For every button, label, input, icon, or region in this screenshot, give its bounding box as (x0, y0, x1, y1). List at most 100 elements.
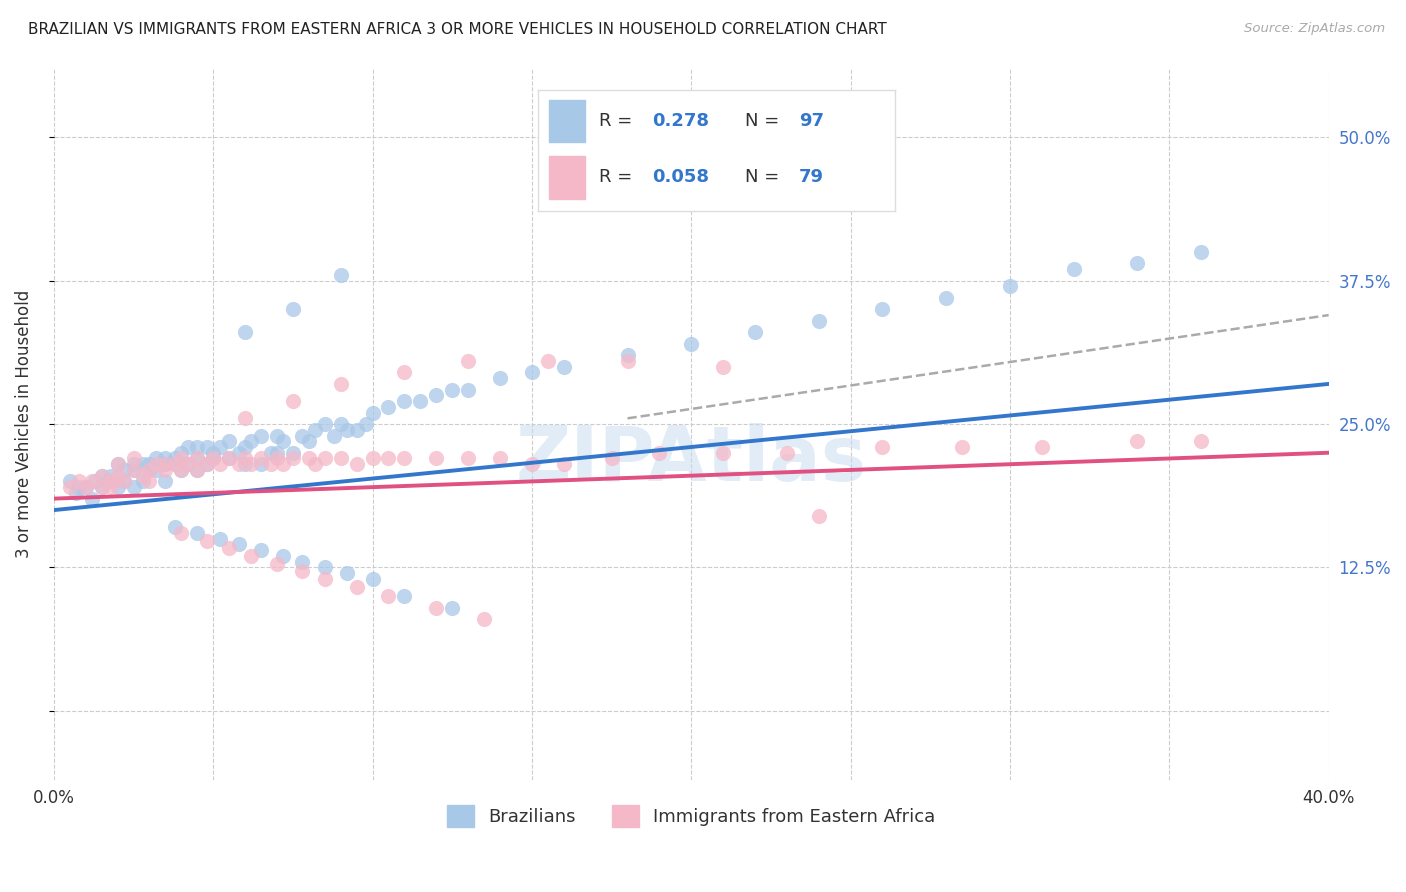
Point (112, 463, 135, 477)
Point (425, 451, 447, 466)
Point (998, 279, 1021, 293)
Point (195, 457, 218, 471)
Point (170, 451, 193, 466)
Point (155, 463, 177, 477)
Point (457, 354, 479, 368)
Point (75, 480, 97, 494)
Point (1031, 440, 1053, 454)
Point (266, 446, 288, 460)
Point (100, 475, 122, 489)
Point (489, 451, 512, 466)
Point (1189, 245, 1212, 260)
Point (100, 480, 122, 494)
Point (346, 423, 368, 437)
Point (122, 463, 145, 477)
Point (354, 417, 377, 431)
Point (132, 475, 155, 489)
Point (233, 457, 256, 471)
Point (155, 457, 177, 471)
Point (138, 475, 160, 489)
Point (377, 451, 399, 466)
Text: Source: ZipAtlas.com: Source: ZipAtlas.com (1244, 22, 1385, 36)
Point (90, 468, 112, 483)
Point (67, 480, 90, 494)
Point (163, 457, 186, 471)
Point (80, 475, 103, 489)
Point (186, 526, 208, 541)
Point (394, 589, 416, 603)
Y-axis label: 3 or more Vehicles in Household: 3 or more Vehicles in Household (15, 290, 32, 558)
Point (155, 457, 177, 471)
Point (122, 457, 145, 471)
Point (107, 457, 129, 471)
Point (176, 440, 198, 454)
Point (711, 359, 734, 374)
Point (195, 534, 218, 549)
Point (441, 383, 464, 397)
Point (186, 463, 208, 477)
Point (807, 314, 830, 328)
Point (163, 451, 186, 466)
Point (80, 491, 103, 506)
Point (90, 480, 112, 494)
Point (97, 475, 120, 489)
Point (537, 354, 560, 368)
Point (112, 475, 135, 489)
Point (202, 451, 225, 466)
Point (132, 457, 155, 471)
Point (145, 463, 167, 477)
Point (266, 451, 288, 466)
Point (84, 475, 107, 489)
Point (346, 580, 368, 594)
Point (170, 446, 193, 460)
Point (271, 434, 294, 449)
Point (648, 446, 671, 460)
Point (218, 541, 240, 555)
Point (872, 302, 894, 317)
Point (711, 446, 734, 460)
Point (1126, 434, 1149, 449)
Point (281, 451, 304, 466)
Point (744, 326, 766, 340)
Point (65, 486, 87, 500)
Point (170, 463, 193, 477)
Point (228, 457, 250, 471)
Point (441, 600, 464, 615)
Point (377, 589, 399, 603)
Point (950, 440, 973, 454)
Point (122, 463, 145, 477)
Point (233, 451, 256, 466)
Point (361, 451, 384, 466)
Point (233, 326, 256, 340)
Point (346, 457, 368, 471)
Point (259, 457, 281, 471)
Point (409, 394, 432, 409)
Point (186, 463, 208, 477)
Point (1189, 434, 1212, 449)
Point (271, 549, 294, 563)
Point (329, 376, 352, 391)
Point (271, 457, 294, 471)
Point (314, 560, 336, 574)
Point (291, 555, 314, 569)
Point (457, 383, 479, 397)
Point (361, 406, 384, 420)
Point (298, 434, 321, 449)
Point (291, 564, 314, 578)
Point (233, 440, 256, 454)
Point (240, 457, 263, 471)
Point (176, 457, 198, 471)
Point (329, 451, 352, 466)
Point (112, 475, 135, 489)
Point (361, 572, 384, 586)
Point (195, 440, 218, 454)
Point (163, 457, 186, 471)
Point (100, 468, 122, 483)
Point (122, 451, 145, 466)
Point (314, 417, 336, 431)
Point (266, 428, 288, 442)
Point (259, 446, 281, 460)
Point (218, 434, 240, 449)
Point (281, 302, 304, 317)
Text: BRAZILIAN VS IMMIGRANTS FROM EASTERN AFRICA 3 OR MORE VEHICLES IN HOUSEHOLD CORR: BRAZILIAN VS IMMIGRANTS FROM EASTERN AFR… (28, 22, 887, 37)
